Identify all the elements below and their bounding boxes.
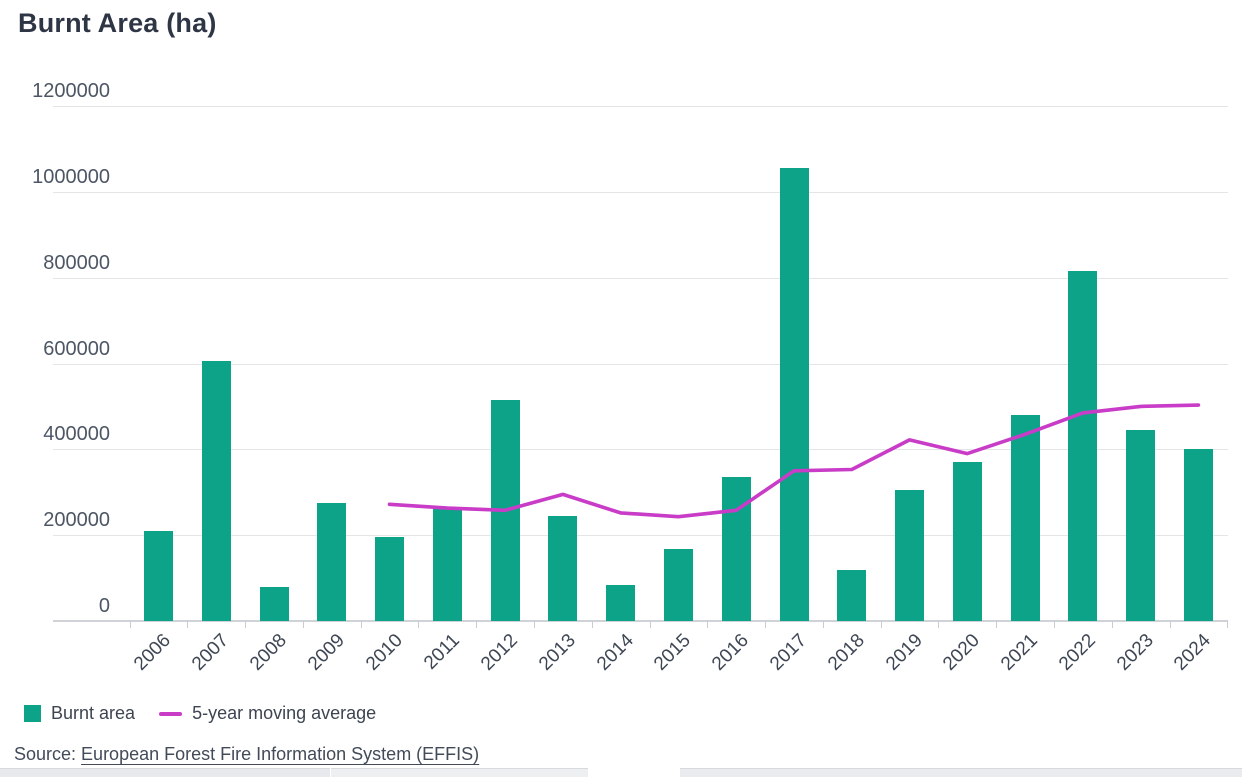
moving-average-swatch-icon [159, 711, 183, 716]
x-tick-1 [187, 621, 189, 628]
x-label-2024: 2024 [1170, 630, 1216, 675]
x-tick-10 [707, 621, 709, 628]
bar-2022[interactable] [1068, 271, 1098, 621]
x-label-2007: 2007 [188, 630, 234, 675]
x-tick-0 [129, 621, 131, 628]
x-tick-6 [476, 621, 478, 628]
bar-2009[interactable] [317, 503, 347, 621]
legend-item-burnt-area: Burnt area [24, 703, 135, 724]
y-label-600000: 600000 [43, 337, 110, 360]
y-label-1000000: 1000000 [32, 165, 110, 188]
x-label-2015: 2015 [650, 630, 696, 675]
bar-2015[interactable] [663, 549, 693, 621]
x-label-2018: 2018 [823, 630, 869, 675]
bar-2019[interactable] [895, 490, 924, 621]
gridline-600000 [53, 363, 1228, 365]
x-tick-19 [1227, 621, 1229, 628]
x-tick-15 [996, 621, 998, 628]
x-label-2006: 2006 [130, 630, 176, 675]
y-label-1200000: 1200000 [32, 80, 110, 102]
x-tick-13 [880, 621, 882, 628]
y-label-800000: 800000 [43, 251, 110, 274]
x-label-2012: 2012 [477, 630, 522, 675]
bar-2008[interactable] [259, 586, 289, 621]
x-label-2019: 2019 [881, 630, 927, 675]
gridline-200000 [53, 535, 1228, 537]
bar-2016[interactable] [721, 477, 751, 621]
footer-segment-1 [0, 768, 330, 777]
x-label-2009: 2009 [303, 630, 349, 675]
x-label-2023: 2023 [1112, 630, 1158, 675]
y-label-200000: 200000 [43, 509, 110, 532]
source-prefix: Source: [14, 744, 82, 764]
x-tick-16 [1054, 621, 1055, 628]
bar-2011[interactable] [432, 509, 462, 621]
burnt-area-swatch-icon [24, 705, 41, 722]
gridline-1200000 [53, 106, 1228, 107]
x-tick-11 [765, 621, 767, 628]
footer-segment-3 [680, 768, 1242, 777]
y-label-0: 0 [98, 595, 110, 617]
bar-2007[interactable] [201, 361, 231, 621]
x-label-2010: 2010 [361, 630, 407, 675]
x-label-2013: 2013 [534, 630, 580, 675]
x-label-2021: 2021 [997, 630, 1042, 675]
gridline-800000 [53, 277, 1228, 279]
legend: Burnt area 5-year moving average [24, 703, 376, 724]
bar-2010[interactable] [375, 537, 404, 621]
x-label-2011: 2011 [420, 630, 465, 674]
bar-2006[interactable] [143, 530, 173, 621]
x-label-2022: 2022 [1054, 630, 1100, 675]
x-label-2020: 2020 [939, 630, 985, 675]
gridline-1000000 [53, 191, 1228, 193]
bar-2012[interactable] [490, 400, 520, 621]
x-tick-9 [649, 621, 651, 628]
bar-2023[interactable] [1126, 430, 1156, 621]
gridline-0 [53, 620, 1228, 622]
x-tick-3 [302, 621, 304, 628]
x-tick-4 [360, 621, 362, 628]
footer-segment-2 [331, 768, 588, 777]
x-tick-8 [591, 621, 593, 628]
x-tick-7 [534, 621, 535, 628]
chart-title: Burnt Area (ha) [18, 8, 217, 38]
x-tick-14 [938, 621, 940, 628]
bar-2017[interactable] [779, 168, 809, 621]
x-label-2016: 2016 [708, 630, 754, 675]
bar-2024[interactable] [1183, 449, 1213, 621]
x-tick-5 [418, 621, 420, 628]
x-label-2017: 2017 [766, 630, 811, 675]
bar-2013[interactable] [548, 515, 578, 621]
x-tick-2 [245, 621, 247, 628]
y-label-400000: 400000 [43, 423, 110, 446]
legend-label-moving-average: 5-year moving average [192, 703, 377, 723]
bar-2018[interactable] [837, 570, 867, 621]
x-tick-12 [822, 621, 824, 628]
bar-2021[interactable] [1010, 415, 1040, 621]
source-link[interactable]: European Forest Fire Information System … [81, 744, 480, 764]
bar-2014[interactable] [606, 585, 636, 621]
footer-strip [0, 768, 1242, 777]
legend-item-moving-average: 5-year moving average [159, 703, 376, 724]
x-tick-18 [1169, 621, 1171, 628]
bar-2020[interactable] [952, 462, 982, 621]
x-tick-17 [1111, 621, 1113, 628]
x-label-2008: 2008 [246, 630, 291, 675]
x-label-2014: 2014 [592, 630, 638, 675]
legend-label-burnt-area: Burnt area [51, 703, 136, 723]
source-line: Source: European Forest Fire Information… [14, 744, 479, 765]
